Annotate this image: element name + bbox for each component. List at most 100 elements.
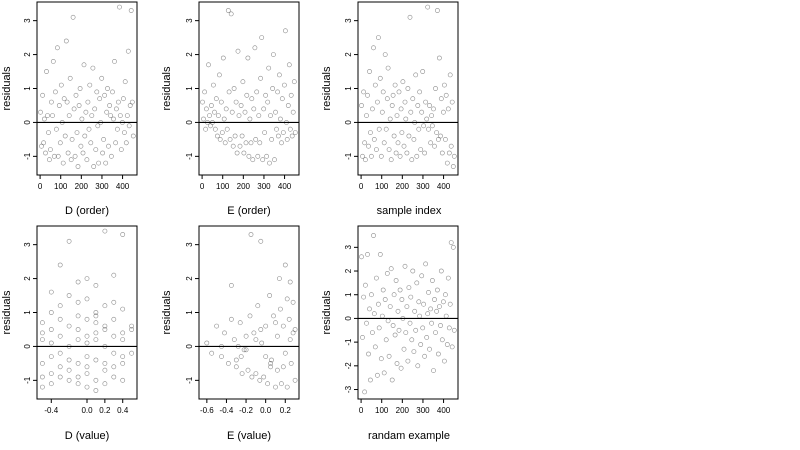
data-point bbox=[122, 130, 127, 135]
data-point bbox=[70, 14, 76, 20]
data-point bbox=[66, 323, 72, 329]
data-point bbox=[57, 374, 63, 380]
y-tick-label: 1 bbox=[344, 86, 353, 91]
data-point bbox=[252, 45, 258, 51]
data-point bbox=[239, 371, 245, 376]
data-point bbox=[420, 325, 426, 331]
points bbox=[359, 233, 457, 395]
data-point bbox=[375, 35, 381, 40]
data-point bbox=[257, 377, 263, 383]
data-point bbox=[421, 301, 426, 307]
data-point bbox=[404, 150, 410, 156]
data-point bbox=[394, 361, 400, 366]
x-tick-label: 0.2 bbox=[280, 406, 292, 415]
y-tick-label: 3 bbox=[23, 18, 32, 23]
y-tick-label: 2 bbox=[185, 276, 194, 281]
data-point bbox=[217, 136, 223, 142]
data-point bbox=[46, 130, 51, 135]
data-point bbox=[93, 147, 99, 152]
data-point bbox=[445, 275, 451, 281]
data-point bbox=[79, 116, 85, 122]
data-point bbox=[402, 99, 408, 105]
data-point bbox=[60, 160, 66, 166]
x-tick-label: 0 bbox=[38, 182, 43, 191]
plot-frame bbox=[36, 1, 138, 176]
data-point bbox=[434, 308, 439, 314]
data-point bbox=[382, 297, 388, 302]
data-point bbox=[371, 45, 376, 51]
x-tick-label: 400 bbox=[116, 182, 130, 191]
data-point bbox=[65, 150, 71, 156]
data-point bbox=[62, 133, 68, 139]
data-point bbox=[376, 126, 382, 132]
data-point bbox=[41, 140, 46, 146]
y-tick-label: 0 bbox=[344, 316, 353, 321]
data-point bbox=[268, 360, 273, 366]
data-point bbox=[221, 116, 227, 122]
data-point bbox=[395, 308, 401, 314]
data-point bbox=[375, 301, 381, 307]
x-tick-label: 0.0 bbox=[81, 406, 93, 415]
data-point bbox=[368, 153, 374, 159]
data-point bbox=[286, 62, 292, 68]
data-point bbox=[238, 103, 244, 108]
y-tick-label: -1 bbox=[344, 152, 353, 160]
data-point bbox=[388, 266, 394, 272]
data-point bbox=[451, 153, 457, 159]
data-point bbox=[384, 96, 390, 102]
data-point bbox=[234, 150, 240, 156]
data-point bbox=[400, 79, 406, 85]
data-point bbox=[43, 150, 48, 156]
data-point bbox=[288, 92, 294, 98]
data-point bbox=[55, 45, 60, 51]
data-point bbox=[255, 303, 261, 309]
data-point bbox=[84, 364, 90, 370]
data-point bbox=[434, 130, 439, 135]
x-tick-label: 0 bbox=[359, 406, 364, 415]
data-point bbox=[273, 384, 278, 390]
data-point bbox=[393, 150, 399, 156]
data-point bbox=[368, 292, 374, 298]
data-point bbox=[223, 106, 229, 112]
data-point bbox=[401, 143, 407, 149]
x-tick-label: 100 bbox=[375, 406, 389, 415]
data-point bbox=[230, 143, 236, 149]
data-point bbox=[399, 297, 405, 302]
data-point bbox=[220, 55, 226, 61]
data-point bbox=[100, 150, 105, 156]
data-point bbox=[236, 113, 242, 118]
data-point bbox=[102, 303, 108, 309]
data-point bbox=[362, 389, 367, 395]
data-point bbox=[361, 294, 366, 300]
data-point bbox=[392, 82, 398, 88]
plot-frame bbox=[357, 1, 459, 176]
x-tick-label: 400 bbox=[437, 406, 451, 415]
x-tick-label: 100 bbox=[216, 182, 230, 191]
data-point bbox=[40, 384, 45, 390]
data-point bbox=[103, 160, 109, 166]
data-point bbox=[120, 360, 126, 366]
data-point bbox=[284, 136, 290, 142]
data-point bbox=[263, 354, 269, 359]
data-point bbox=[409, 337, 415, 343]
data-point bbox=[78, 143, 84, 149]
data-point bbox=[48, 310, 54, 315]
data-point bbox=[88, 140, 94, 146]
data-point bbox=[262, 130, 267, 135]
y-tick-label: 1 bbox=[185, 86, 194, 91]
data-point bbox=[438, 323, 443, 328]
data-point bbox=[75, 279, 81, 285]
data-point bbox=[386, 147, 392, 152]
data-point bbox=[48, 340, 54, 346]
data-point bbox=[66, 357, 72, 363]
data-point bbox=[111, 374, 117, 380]
y-tick-label: 1 bbox=[344, 292, 353, 297]
data-point bbox=[263, 323, 269, 329]
data-point bbox=[118, 147, 124, 152]
data-point bbox=[448, 143, 454, 149]
data-point bbox=[366, 143, 371, 149]
data-point bbox=[231, 337, 237, 342]
data-point bbox=[48, 371, 54, 376]
data-point bbox=[48, 289, 54, 295]
data-point bbox=[408, 109, 414, 115]
